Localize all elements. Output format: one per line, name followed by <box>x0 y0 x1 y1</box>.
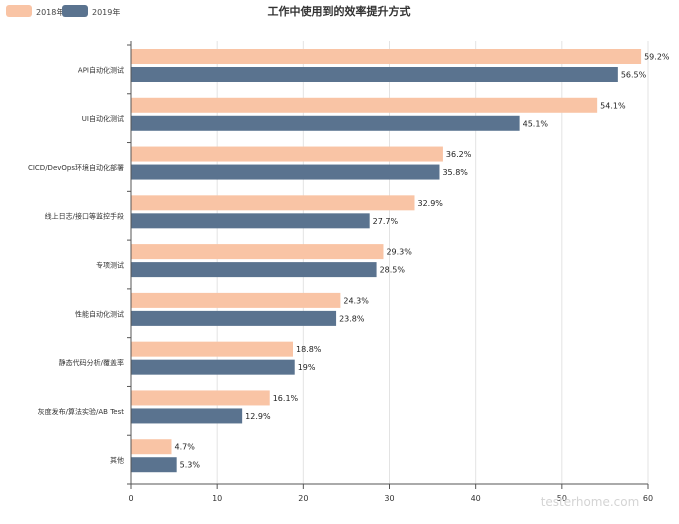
legend-swatch-2019 <box>62 5 88 17</box>
data-label: 27.7% <box>373 217 399 226</box>
data-label: 18.8% <box>296 345 322 354</box>
data-label: 12.9% <box>245 412 271 421</box>
category-label: 静态代码分析/覆盖率 <box>59 358 124 367</box>
category-label: 性能自动化测试 <box>75 309 124 318</box>
bar-2019 <box>131 213 370 229</box>
category-label: 灰度发布/算法实验/AB Test <box>38 407 125 416</box>
bar-2018 <box>131 146 443 162</box>
data-label: 32.9% <box>417 199 443 208</box>
bar-2019 <box>131 164 440 180</box>
bar-2018 <box>131 244 384 260</box>
bar-2019 <box>131 359 295 375</box>
data-label: 24.3% <box>343 296 369 305</box>
data-label: 16.1% <box>273 394 299 403</box>
category-labels: API自动化测试 UI自动化测试 CICD/DevOps环境自动化部署线上日志/接口… <box>28 44 131 485</box>
bar-2019 <box>131 310 337 326</box>
category-label: CICD/DevOps环境自动化部署 <box>28 163 124 172</box>
watermark: testerhome.com <box>541 495 640 509</box>
x-tick-label: 10 <box>212 494 222 503</box>
bar-2018 <box>131 341 293 357</box>
legend-label-2018: 2018年 <box>36 7 64 17</box>
bar-2018 <box>131 195 415 211</box>
category-label: API自动化测试 <box>78 65 124 74</box>
x-tick-label: 40 <box>471 494 481 503</box>
data-label: 5.3% <box>180 461 201 470</box>
data-label: 19% <box>298 363 316 372</box>
x-tick-label: 0 <box>128 494 133 503</box>
x-tick-label: 30 <box>384 494 394 503</box>
bar-2018 <box>131 49 642 64</box>
bar-2019 <box>131 115 520 131</box>
bar-2018 <box>131 390 270 406</box>
legend-swatch-2018 <box>6 5 32 17</box>
data-label: 29.3% <box>386 248 412 257</box>
data-label: 36.2% <box>446 150 472 159</box>
legend: 2018年 2019年 <box>6 5 120 17</box>
data-label: 56.5% <box>621 71 647 80</box>
data-label: 28.5% <box>380 266 406 275</box>
category-label: 其他 <box>110 456 124 465</box>
data-label: 23.8% <box>339 314 365 323</box>
bars: 59.2% 56.5% 54.1% 45.1% 36.2% 35.8% 32.9% 27.7%… <box>131 49 670 473</box>
bar-2018 <box>131 97 598 113</box>
chart-title: 工作中使用到的效率提升方式 <box>268 4 411 18</box>
data-label: 59.2% <box>644 53 670 62</box>
x-tick-label: 20 <box>298 494 308 503</box>
category-label: 线上日志/接口等监控手段 <box>45 212 124 221</box>
data-label: 4.7% <box>174 443 195 452</box>
x-tick-label: 50 <box>557 494 567 503</box>
bar-2018 <box>131 439 172 455</box>
x-tick-label: 60 <box>643 494 653 503</box>
x-axis: 0 10 20 30 40 50 60 <box>128 41 653 503</box>
bar-2019 <box>131 262 377 278</box>
category-label: 专项测试 <box>96 261 124 270</box>
bar-2019 <box>131 67 618 82</box>
legend-label-2019: 2019年 <box>92 7 120 17</box>
bar-2019 <box>131 408 243 424</box>
bar-2018 <box>131 292 341 308</box>
data-label: 45.1% <box>523 119 549 128</box>
category-label: UI自动化测试 <box>82 114 124 123</box>
data-label: 35.8% <box>442 168 468 177</box>
bar-2019 <box>131 457 177 473</box>
data-label: 54.1% <box>600 101 626 110</box>
